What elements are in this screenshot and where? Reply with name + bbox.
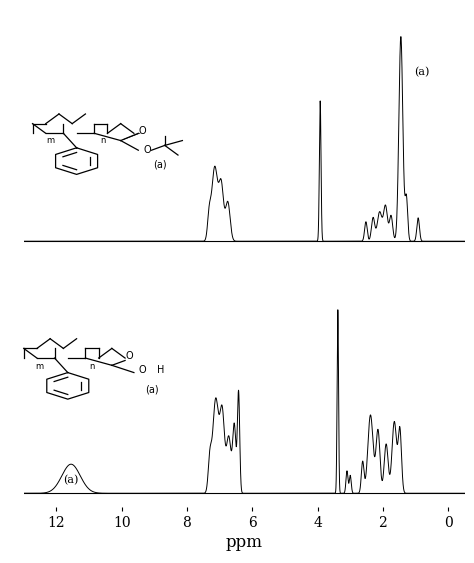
Text: m: m xyxy=(46,136,54,145)
X-axis label: ppm: ppm xyxy=(226,534,263,551)
Text: (a): (a) xyxy=(145,385,158,395)
Text: H: H xyxy=(157,365,164,375)
Text: O: O xyxy=(143,145,151,155)
Text: (a): (a) xyxy=(154,160,167,169)
Text: m: m xyxy=(35,362,43,371)
Text: n: n xyxy=(100,136,106,145)
Text: n: n xyxy=(89,362,95,371)
Text: (a): (a) xyxy=(63,475,78,485)
Text: O: O xyxy=(139,126,146,136)
Text: (a): (a) xyxy=(414,66,429,77)
Text: O: O xyxy=(139,365,146,375)
Text: O: O xyxy=(126,351,133,361)
